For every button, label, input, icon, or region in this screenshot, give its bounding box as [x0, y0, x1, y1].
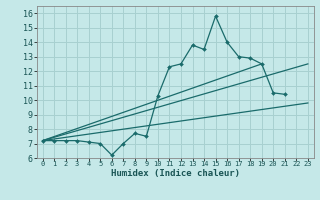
X-axis label: Humidex (Indice chaleur): Humidex (Indice chaleur): [111, 169, 240, 178]
